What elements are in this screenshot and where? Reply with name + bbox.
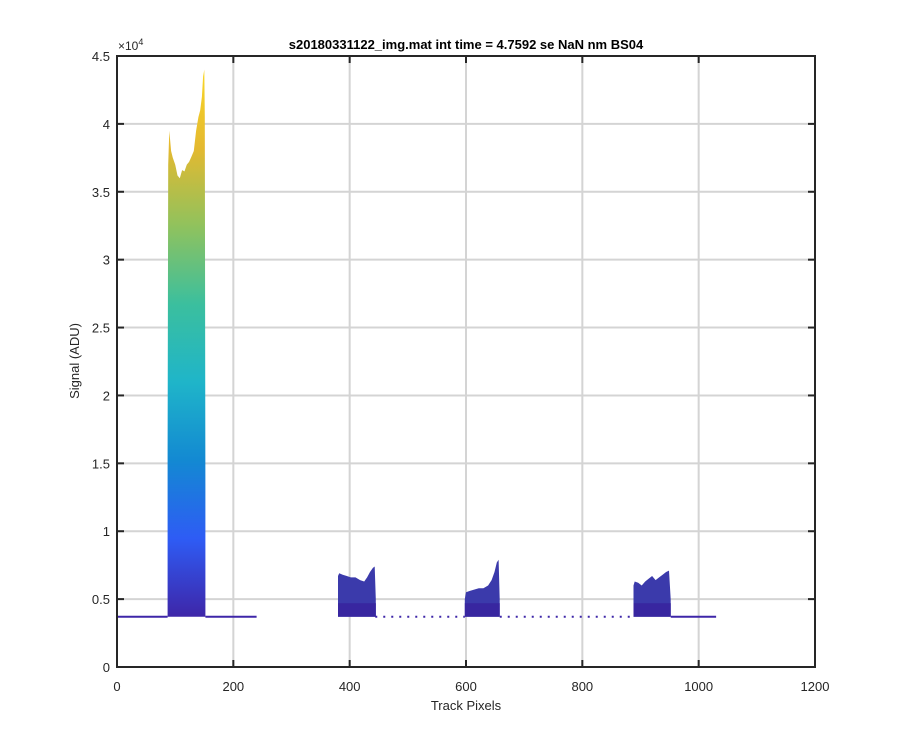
data-layer: [117, 69, 717, 618]
y-tick-label: 1.5: [92, 456, 110, 471]
y-tick-label: 2.5: [92, 321, 110, 336]
signal-peak-base: [633, 603, 671, 617]
ticks: 0 200 400 600 800 1000 1200 0 0.5 1 1.5 2 2.5 3 3.5 4 4.…: [92, 49, 830, 694]
y-exponent-power: 4: [138, 37, 143, 47]
chart-title: s20180331122_img.mat int time = 4.7592 s…: [289, 37, 644, 52]
y-tick-label: 3.5: [92, 185, 110, 200]
signal-peak-base: [338, 603, 376, 617]
signal-peak-1: [167, 69, 206, 617]
signal-peak-base: [464, 603, 500, 617]
grid: [117, 56, 815, 667]
y-axis-label: Signal (ADU): [67, 323, 82, 399]
y-exponent-base: ×10: [118, 39, 139, 53]
x-tick-label: 800: [571, 679, 593, 694]
x-tick-label: 400: [339, 679, 361, 694]
y-tick-label: 4: [103, 117, 110, 132]
y-tick-label: 2: [103, 388, 110, 403]
y-tick-label: 1: [103, 524, 110, 539]
y-exponent-label: ×104: [118, 37, 143, 53]
y-tick-label: 0: [103, 660, 110, 675]
x-axis-label: Track Pixels: [431, 698, 502, 713]
signal-peak-3: [464, 559, 500, 617]
x-tick-label: 1000: [684, 679, 713, 694]
y-tick-label: 4.5: [92, 49, 110, 64]
x-tick-label: 0: [113, 679, 120, 694]
x-tick-label: 200: [222, 679, 244, 694]
x-tick-label: 600: [455, 679, 477, 694]
y-tick-label: 0.5: [92, 592, 110, 607]
y-tick-label: 3: [103, 253, 110, 268]
x-tick-label: 1200: [801, 679, 830, 694]
